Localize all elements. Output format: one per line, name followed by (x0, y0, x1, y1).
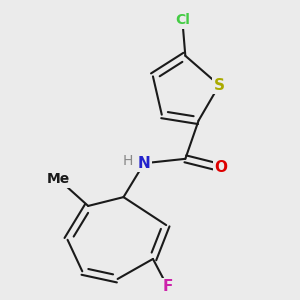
Text: H: H (123, 154, 133, 168)
Text: Cl: Cl (175, 14, 190, 27)
Text: N: N (138, 156, 151, 171)
Text: Me: Me (47, 172, 70, 186)
Text: O: O (214, 160, 227, 175)
Text: F: F (163, 279, 173, 294)
Text: S: S (214, 78, 225, 93)
